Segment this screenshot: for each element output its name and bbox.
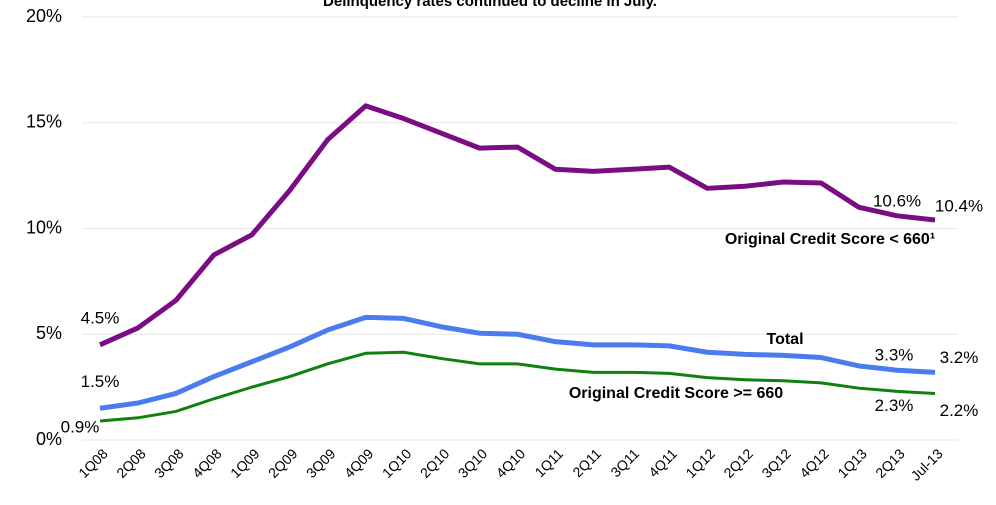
x-tick-label: 3Q10: [455, 445, 491, 481]
x-tick-label: 4Q08: [189, 445, 225, 481]
y-tick-label: 5%: [36, 323, 62, 343]
x-tick-label: 1Q10: [379, 445, 415, 481]
series-line: [99, 314, 936, 411]
data-label: 0.9%: [61, 417, 100, 436]
series-line: [98, 103, 936, 348]
x-tick-label: 2Q12: [720, 445, 756, 481]
x-tick-label: 3Q12: [758, 445, 794, 481]
x-tick-label: 2Q08: [113, 445, 149, 481]
x-tick-label: 4Q10: [493, 445, 529, 481]
x-tick-label: 2Q13: [872, 445, 908, 481]
data-label: 10.4%: [935, 197, 983, 216]
data-label: 2.3%: [875, 396, 914, 415]
x-tick-label: 2Q10: [417, 445, 453, 481]
y-tick-label: 20%: [26, 6, 62, 26]
x-tick-label: 1Q11: [531, 445, 566, 480]
y-tick-label: 10%: [26, 217, 62, 237]
x-tick-label: 4Q12: [796, 445, 832, 481]
series-line: [99, 350, 936, 423]
x-tick-label: 3Q09: [303, 445, 339, 481]
series-label: Original Credit Score >= 660: [569, 385, 783, 402]
data-label: 4.5%: [81, 308, 120, 327]
data-label: 2.2%: [940, 401, 979, 420]
y-tick-label: 15%: [26, 112, 62, 132]
x-tick-label: 4Q09: [341, 445, 377, 481]
x-tick-label: 3Q08: [151, 445, 187, 481]
data-label: 10.6%: [873, 191, 921, 210]
x-tick-label: 4Q11: [645, 445, 680, 480]
x-tick-label: 3Q11: [607, 445, 642, 480]
series-label: Total: [766, 331, 803, 348]
data-label: 3.3%: [875, 346, 914, 365]
data-label: 3.2%: [940, 348, 979, 367]
x-tick-label: 1Q13: [834, 445, 870, 481]
data-label: 1.5%: [81, 372, 120, 391]
x-tick-label: 1Q12: [682, 445, 718, 481]
series-label: Original Credit Score < 660¹: [725, 231, 935, 248]
x-tick-label: 1Q08: [75, 445, 111, 481]
y-tick-label: 0%: [36, 429, 62, 449]
x-tick-label: 2Q11: [569, 445, 604, 480]
x-tick-label: Jul-13: [907, 445, 945, 483]
chart-title: Delinquency rates continued to decline i…: [323, 0, 657, 10]
x-tick-label: 2Q09: [265, 445, 301, 481]
x-tick-label: 1Q09: [227, 445, 263, 481]
